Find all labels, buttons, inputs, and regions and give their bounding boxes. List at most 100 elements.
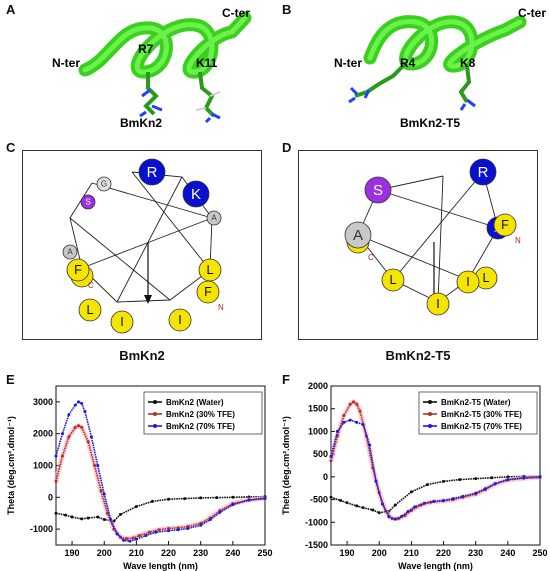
data-point — [186, 526, 190, 530]
legend-marker — [153, 424, 157, 428]
data-point — [218, 510, 222, 514]
y-tick-label: -1000 — [305, 517, 328, 527]
wheel-residue: S — [364, 176, 392, 204]
data-point — [393, 503, 397, 507]
data-point — [474, 477, 478, 481]
svg-text:I: I — [436, 297, 440, 311]
data-point — [73, 403, 77, 407]
svg-text:S: S — [85, 198, 90, 207]
legend-label: BmKn2 (30% TFE) — [166, 410, 235, 419]
x-tick-label: 200 — [372, 548, 387, 558]
data-point — [355, 420, 359, 424]
data-point — [474, 491, 478, 495]
data-point — [247, 498, 251, 502]
svg-text:L: L — [86, 303, 93, 317]
x-tick-label: 220 — [436, 548, 451, 558]
residue-label-k8: K8 — [460, 56, 476, 70]
data-point — [102, 492, 106, 496]
data-point — [393, 517, 397, 521]
c-terminus-label-b: C-ter — [518, 6, 547, 20]
wheel-residue: A — [62, 244, 78, 260]
data-point — [490, 476, 494, 480]
c-terminus-label-a: C-ter — [222, 6, 251, 20]
legend-marker — [428, 400, 432, 404]
data-point — [342, 420, 346, 424]
data-point — [461, 494, 465, 498]
data-point — [329, 454, 333, 458]
panel-letter-e: E — [6, 372, 15, 387]
data-point — [506, 478, 510, 482]
data-point — [231, 503, 235, 507]
svg-text:S: S — [373, 182, 383, 199]
data-point — [329, 459, 333, 463]
data-point — [67, 435, 71, 439]
data-point — [335, 429, 339, 433]
data-point — [442, 498, 446, 502]
terminus-tag: N — [515, 236, 521, 245]
data-point — [361, 506, 365, 510]
data-point — [60, 432, 64, 436]
data-point — [134, 537, 138, 541]
data-point — [176, 528, 180, 532]
x-tick-label: 230 — [468, 548, 483, 558]
data-point — [86, 516, 90, 520]
data-point — [215, 496, 219, 500]
data-point — [109, 518, 113, 522]
data-point — [60, 454, 64, 458]
data-point — [183, 497, 187, 501]
y-tick-label: 0 — [323, 472, 328, 482]
structure-caption-a: BmKn2 — [120, 116, 163, 130]
data-point — [77, 424, 81, 428]
svg-text:F: F — [204, 285, 212, 299]
data-point — [54, 454, 58, 458]
data-point — [355, 504, 359, 508]
x-tick-label: 240 — [225, 548, 240, 558]
svg-text:I: I — [178, 313, 182, 327]
wheel-residues-c: RKALFNIILIFCASG — [62, 158, 224, 334]
legend-label: BmKn2 (Water) — [166, 398, 224, 407]
data-point — [102, 518, 106, 522]
y-tick-label: 2000 — [308, 381, 328, 391]
svg-text:A: A — [353, 227, 363, 244]
data-point — [368, 443, 372, 447]
wheel-residue: L — [198, 258, 222, 282]
data-point — [263, 497, 267, 501]
x-tick-label: 190 — [65, 548, 80, 558]
data-point — [387, 515, 391, 519]
legend-marker — [428, 424, 432, 428]
data-point — [422, 501, 426, 505]
y-tick-label: 1000 — [308, 426, 328, 436]
y-tick-label: 1500 — [308, 404, 328, 414]
data-point — [134, 505, 138, 509]
wheel-residue: L — [78, 298, 102, 322]
helix-structure-b — [348, 15, 527, 111]
series-line — [55, 400, 266, 543]
data-point — [96, 464, 100, 467]
data-point — [128, 539, 132, 543]
helical-wheel-c: RKALFNIILIFCASG — [22, 150, 262, 340]
panel-letter-a: A — [6, 2, 16, 17]
wheel-residue: I — [456, 270, 480, 294]
wheel-residue: K — [182, 180, 210, 208]
series-line — [55, 424, 266, 540]
x-axis-label: Wave length (nm) — [398, 561, 473, 571]
x-tick-label: 250 — [532, 548, 547, 558]
terminus-tag: N — [218, 303, 224, 312]
data-point — [138, 533, 142, 537]
x-tick-label: 230 — [193, 548, 208, 558]
data-point — [432, 499, 436, 503]
residue-label-k11: K11 — [196, 56, 218, 70]
svg-text:L: L — [206, 263, 213, 277]
n-terminus-label-a: N-ter — [52, 56, 81, 70]
series-line — [330, 475, 540, 514]
data-point — [125, 537, 129, 541]
data-point — [406, 509, 410, 513]
legend-marker — [153, 400, 157, 404]
data-point — [361, 423, 365, 427]
data-point — [413, 505, 417, 509]
cd-spectrum-chart-e: 190 200 210 220 230 240 250 -1000 0 1000 2000 3000 W… — [6, 385, 273, 571]
wheel-residue: I — [168, 308, 192, 332]
y-tick-label: 0 — [48, 492, 53, 502]
panel-letter-d: D — [282, 140, 292, 155]
cd-spectrum-chart-f: 190 200 210 220 230 240 250 -1500 -1000 -500 0 500 1… — [281, 381, 548, 571]
